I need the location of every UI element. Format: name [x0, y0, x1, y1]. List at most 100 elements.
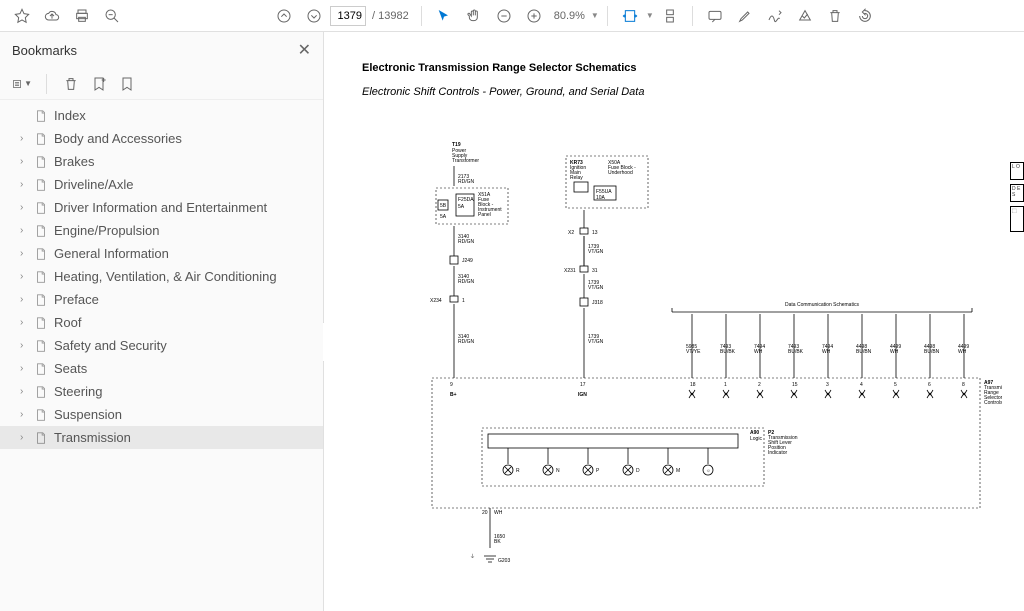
- chevron-right-icon[interactable]: ›: [20, 202, 32, 213]
- star-icon[interactable]: [8, 2, 36, 30]
- svg-text:18: 18: [690, 382, 696, 388]
- bookmark-label: Driver Information and Entertainment: [54, 200, 267, 215]
- svg-text:RD/GN: RD/GN: [458, 239, 475, 245]
- delete-icon[interactable]: [821, 2, 849, 30]
- bookmark-item[interactable]: › Driver Information and Entertainment: [0, 196, 323, 219]
- svg-text:Transformer: Transformer: [452, 158, 479, 164]
- select-tool-icon[interactable]: [430, 2, 458, 30]
- svg-text:J318: J318: [592, 300, 603, 306]
- svg-text:10A: 10A: [596, 195, 606, 201]
- divider: [421, 6, 422, 26]
- bookmark-label: Transmission: [54, 430, 131, 445]
- svg-text:IGN: IGN: [578, 392, 587, 398]
- bookmark-item[interactable]: ›Seats: [0, 357, 323, 380]
- zoom-minus-icon[interactable]: [490, 2, 518, 30]
- svg-text:20: 20: [482, 510, 488, 516]
- chevron-right-icon[interactable]: ›: [20, 340, 32, 351]
- bookmark-item[interactable]: › Brakes: [0, 150, 323, 173]
- bookmark-item[interactable]: Index: [0, 104, 323, 127]
- svg-text:Controls: Controls: [984, 400, 1002, 406]
- chevron-right-icon[interactable]: ›: [20, 363, 32, 374]
- chevron-right-icon[interactable]: ›: [20, 248, 32, 259]
- chevron-right-icon[interactable]: ›: [20, 271, 32, 282]
- bookmark-item[interactable]: › Preface: [0, 288, 323, 311]
- bookmark-label: Suspension: [54, 407, 122, 422]
- svg-text:Indicator: Indicator: [768, 450, 788, 456]
- hand-tool-icon[interactable]: [460, 2, 488, 30]
- trash-icon[interactable]: [61, 74, 81, 94]
- legend-partial: L O D E S ⬚: [1010, 162, 1024, 236]
- document-title: Electronic Transmission Range Selector S…: [362, 62, 1024, 74]
- bookmark-item[interactable]: ›Body and Accessories: [0, 127, 323, 150]
- scroll-mode-icon[interactable]: [656, 2, 684, 30]
- zoom-out-icon[interactable]: [98, 2, 126, 30]
- svg-text:WH: WH: [822, 349, 831, 355]
- bookmark-label: Index: [54, 108, 86, 123]
- bookmark-item[interactable]: › Transmission: [0, 426, 323, 449]
- bookmark-label: Preface: [54, 292, 99, 307]
- stamp-icon[interactable]: [791, 2, 819, 30]
- svg-text:X234: X234: [430, 298, 442, 304]
- svg-text:B+: B+: [450, 392, 457, 398]
- chevron-right-icon[interactable]: ›: [20, 225, 32, 236]
- chevron-right-icon[interactable]: ›: [20, 179, 32, 190]
- chevron-right-icon[interactable]: ›: [20, 432, 32, 443]
- page-number-input[interactable]: [330, 6, 366, 26]
- document-viewport[interactable]: Electronic Transmission Range Selector S…: [324, 32, 1024, 611]
- svg-text:WH: WH: [890, 349, 899, 355]
- svg-text:WH: WH: [754, 349, 763, 355]
- svg-text:N: N: [556, 468, 560, 474]
- svg-text:6: 6: [928, 382, 931, 388]
- page-down-icon[interactable]: [300, 2, 328, 30]
- chevron-right-icon[interactable]: ›: [20, 294, 32, 305]
- bookmark-item[interactable]: › Safety and Security: [0, 334, 323, 357]
- bookmark-label: General Information: [54, 246, 169, 261]
- sign-icon[interactable]: [761, 2, 789, 30]
- options-icon[interactable]: ▼: [12, 74, 32, 94]
- bookmark-label: Driveline/Axle: [54, 177, 133, 192]
- svg-text:Relay: Relay: [570, 175, 583, 181]
- bookmark-label: Brakes: [54, 154, 94, 169]
- svg-text:BU/BN: BU/BN: [856, 349, 872, 355]
- cloud-upload-icon[interactable]: [38, 2, 66, 30]
- svg-text:5: 5: [894, 382, 897, 388]
- zoom-level[interactable]: 80.9%: [554, 10, 585, 22]
- svg-text:1: 1: [462, 298, 465, 304]
- add-bookmark-icon[interactable]: [89, 74, 109, 94]
- bookmark-icon[interactable]: [117, 74, 137, 94]
- chevron-right-icon[interactable]: ›: [20, 386, 32, 397]
- zoom-plus-icon[interactable]: [520, 2, 548, 30]
- bookmark-item[interactable]: › Steering: [0, 380, 323, 403]
- comment-icon[interactable]: [701, 2, 729, 30]
- svg-text:BU/BK: BU/BK: [788, 349, 804, 355]
- chevron-right-icon[interactable]: ›: [20, 317, 32, 328]
- bookmark-item[interactable]: ›Roof: [0, 311, 323, 334]
- page-up-icon[interactable]: [270, 2, 298, 30]
- highlight-icon[interactable]: [731, 2, 759, 30]
- chevron-right-icon[interactable]: ›: [20, 156, 32, 167]
- svg-text:P: P: [596, 468, 600, 474]
- chevron-right-icon[interactable]: ›: [20, 133, 32, 144]
- svg-text:5B: 5B: [440, 203, 447, 209]
- print-icon[interactable]: [68, 2, 96, 30]
- fit-width-icon[interactable]: [616, 2, 644, 30]
- bookmark-item[interactable]: › Heating, Ventilation, & Air Conditionin…: [0, 265, 323, 288]
- svg-text:WH: WH: [958, 349, 967, 355]
- bookmark-item[interactable]: › General Information: [0, 242, 323, 265]
- bookmark-label: Safety and Security: [54, 338, 167, 353]
- svg-text:1: 1: [724, 382, 727, 388]
- bookmark-label: Heating, Ventilation, & Air Conditioning: [54, 269, 277, 284]
- bookmark-label: Steering: [54, 384, 102, 399]
- bookmark-item[interactable]: › Suspension: [0, 403, 323, 426]
- undo-icon[interactable]: [851, 2, 879, 30]
- page-total: / 13982: [372, 10, 409, 22]
- bookmark-item[interactable]: ›Engine/Propulsion: [0, 219, 323, 242]
- svg-text:8: 8: [962, 382, 965, 388]
- bookmark-item[interactable]: › Driveline/Axle: [0, 173, 323, 196]
- svg-text:Panel: Panel: [478, 212, 491, 218]
- chevron-right-icon[interactable]: ›: [20, 409, 32, 420]
- svg-text:BK: BK: [494, 539, 501, 545]
- svg-text:13: 13: [592, 230, 598, 236]
- close-icon[interactable]: ✕: [298, 40, 311, 60]
- sidebar-title: Bookmarks: [12, 43, 77, 58]
